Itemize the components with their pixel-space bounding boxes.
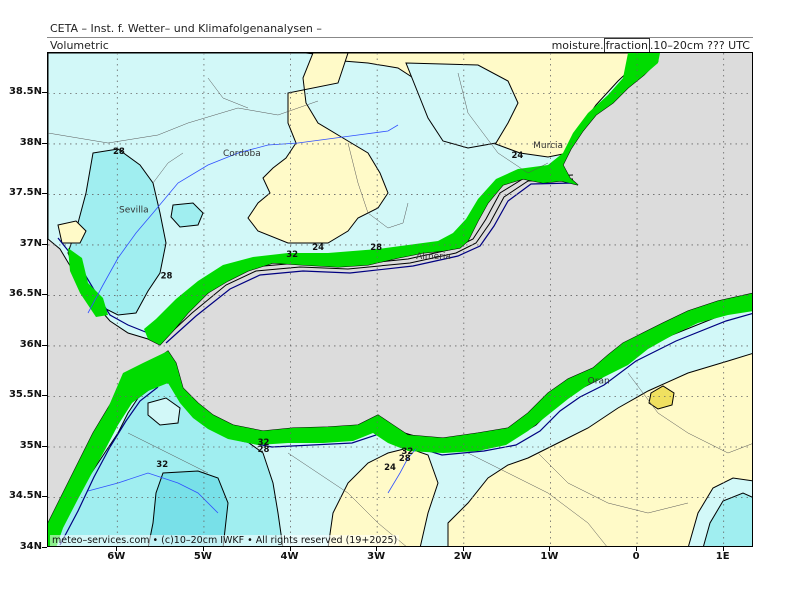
lat-tick [42,193,47,195]
lat-tick [42,243,47,245]
iberia-coast-contours-2 [161,178,574,342]
layer-time: .10–20cm ??? UTC [649,39,750,52]
contour-value-label: 28 [399,454,411,464]
lon-tick-label: 3W [367,551,386,562]
lon-tick [462,546,464,551]
sevilla-wet-spot [170,202,204,228]
lon-tick [722,546,724,551]
moulouya-river [387,448,417,494]
lat-tick [42,496,47,498]
iberia-dry-centre [247,53,389,244]
iberia-deep-contour [165,182,574,344]
contour-value-label: 24 [384,463,396,473]
lat-tick [42,294,47,296]
city-label: Almeria [416,252,451,262]
africa-north-deep-contour [207,312,752,456]
contour-value-label: 32 [156,460,168,470]
oran-dry-spot [648,385,675,410]
lon-tick-label: 6W [107,551,126,562]
lon-tick [116,546,118,551]
contour-value-label: 32 [258,438,270,448]
lat-tick-label: 35N [19,439,42,451]
admin-borders [48,72,752,546]
contour-value-label: 28 [258,445,270,455]
iberia-wet-inner [405,62,519,149]
lon-tick-label: 1E [715,551,730,562]
iberia-coast-mask [68,53,660,345]
africa-small-wet [147,397,181,426]
lon-tick [376,546,378,551]
variable-label: moisture. fraction .10–20cm ??? UTC [551,38,750,53]
lat-tick [42,445,47,447]
lon-tick [202,546,204,551]
lat-tick [42,142,47,144]
contour-value-label: 28 [113,147,125,157]
lon-tick-label: 2W [453,551,472,562]
contour-value-label: 28 [161,271,173,281]
lon-tick-label: 0 [632,551,640,562]
africa-wet-core [147,470,229,546]
lat-tick-label: 36.5N [8,288,42,300]
lon-tick [636,546,638,551]
africa-wet-ne-core [703,492,752,546]
product-label: Volumetric [50,39,109,52]
variable-name: moisture. [551,39,604,52]
lat-tick [42,344,47,346]
lat-tick-label: 38N [19,136,42,148]
sebou-river [87,472,219,514]
lon-tick-label: 5W [193,551,212,562]
lat-tick-label: 34N [19,541,42,552]
city-label: Sevilla [119,206,149,216]
city-labels: Cordoba Sevilla Murcia Almeria Oran [119,141,610,386]
contour-value-label: 24 [312,243,324,253]
lon-tick [549,546,551,551]
header-rule [47,37,753,38]
institute-title: CETA – Inst. f. Wetter– und Klimafolgena… [50,22,322,35]
lat-tick-label: 36N [19,338,42,350]
lon-tick-label: 1W [540,551,559,562]
contour-value-label: 24 [511,151,523,161]
lat-tick-label: 38.5N [8,86,42,98]
lat-tick-label: 37.5N [8,187,42,199]
lat-tick-label: 34.5N [8,490,42,502]
lat-tick [42,547,47,548]
city-label: Cordoba [223,149,261,159]
lat-tick-label: 37N [19,237,42,249]
copyright-footer: meteo–services.com • (c)10–20cm IWKF • A… [50,535,400,546]
graticule [48,53,752,546]
lat-tick [42,92,47,94]
contour-value-label: 28 [370,243,382,253]
west-dry-spot [57,220,87,244]
lat-tick-label: 35.5N [8,389,42,401]
lon-tick [289,546,291,551]
city-label: Murcia [533,141,563,151]
africa-coast-mask [48,293,752,546]
city-label: Oran [588,376,610,386]
guadalquivir-river [87,124,399,314]
map-panel[interactable]: Cordoba Sevilla Murcia Almeria Oran 28 24 32 24… [47,52,753,547]
contour-value-label: 32 [401,447,413,457]
lon-tick-label: 4W [280,551,299,562]
lat-tick [42,395,47,397]
unit-box: fraction [603,38,650,53]
contour-value-label: 32 [286,250,298,260]
